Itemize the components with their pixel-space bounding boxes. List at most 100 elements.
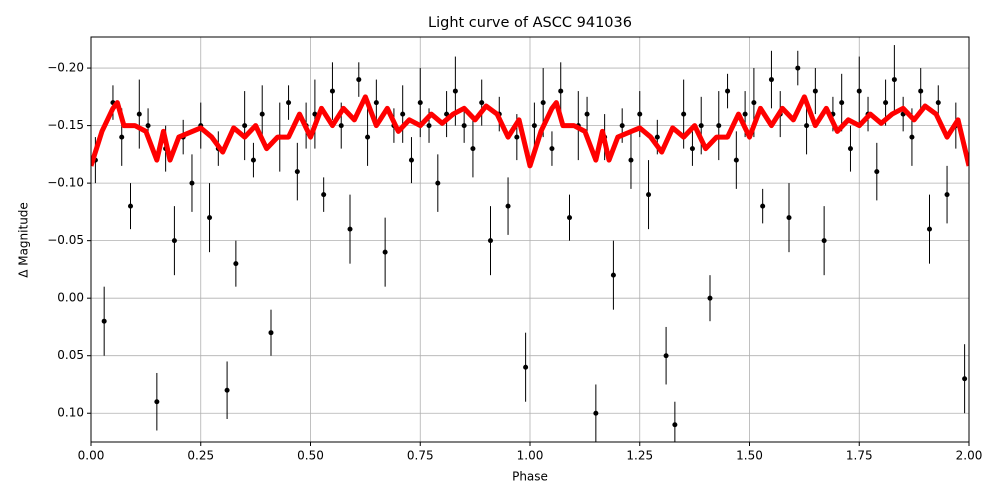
data-point — [681, 111, 687, 117]
data-point — [751, 100, 757, 106]
y-tick-label: −0.15 — [47, 118, 84, 132]
data-point — [768, 77, 774, 83]
x-tick-label: 0.50 — [297, 449, 324, 463]
data-point — [795, 65, 801, 71]
data-point — [689, 146, 695, 152]
fit-line — [91, 94, 969, 169]
data-point — [417, 100, 423, 106]
data-point — [567, 215, 573, 221]
data-point — [698, 123, 704, 129]
data-point — [672, 422, 678, 428]
data-point — [329, 88, 335, 94]
y-tick-label: −0.10 — [47, 176, 84, 190]
y-tick-label: 0.00 — [57, 291, 84, 305]
data-point — [233, 261, 239, 267]
data-point — [382, 249, 388, 255]
data-point — [962, 376, 968, 382]
data-point — [479, 100, 485, 106]
data-point — [487, 238, 493, 244]
data-point — [891, 77, 897, 83]
data-point — [461, 123, 467, 129]
x-axis-label: Phase — [512, 470, 548, 484]
x-tick-label: 1.25 — [626, 449, 653, 463]
data-point — [707, 295, 713, 301]
data-point — [373, 100, 379, 106]
data-point — [856, 88, 862, 94]
data-point — [812, 88, 818, 94]
data-point — [250, 157, 256, 163]
x-tick-label: 0.75 — [407, 449, 434, 463]
data-point — [224, 387, 230, 393]
data-point — [189, 180, 195, 186]
x-tick-label: 1.75 — [846, 449, 873, 463]
x-tick-label: 1.50 — [736, 449, 763, 463]
plot-area — [91, 37, 969, 442]
data-point — [426, 123, 432, 129]
data-point — [268, 330, 274, 336]
data-point — [452, 88, 458, 94]
data-point — [839, 100, 845, 106]
data-point — [531, 123, 537, 129]
data-point — [628, 157, 634, 163]
data-point — [321, 192, 327, 198]
data-point — [365, 134, 371, 140]
data-point — [742, 111, 748, 117]
data-point — [926, 226, 932, 232]
data-point — [242, 123, 248, 129]
data-point — [637, 111, 643, 117]
data-point — [101, 318, 107, 324]
data-point — [654, 134, 660, 140]
data-point — [610, 272, 616, 278]
data-point — [470, 146, 476, 152]
data-point — [935, 100, 941, 106]
y-tick-label: 0.10 — [57, 406, 84, 420]
data-point — [259, 111, 265, 117]
y-tick-label: −0.05 — [47, 233, 84, 247]
data-point — [646, 192, 652, 198]
y-tick-label: −0.20 — [47, 61, 84, 75]
data-point — [716, 123, 722, 129]
x-tick-label: 0.00 — [78, 449, 105, 463]
data-point — [505, 203, 511, 209]
data-point — [558, 88, 564, 94]
data-point — [883, 100, 889, 106]
data-point — [804, 123, 810, 129]
data-point — [540, 100, 546, 106]
x-tick-label: 1.00 — [517, 449, 544, 463]
data-point — [760, 203, 766, 209]
data-point — [171, 238, 177, 244]
x-tick-label: 0.25 — [187, 449, 214, 463]
data-point — [400, 111, 406, 117]
data-point — [338, 123, 344, 129]
data-point — [207, 215, 213, 221]
data-point — [347, 226, 353, 232]
data-point — [584, 111, 590, 117]
data-point — [593, 410, 599, 416]
data-point — [733, 157, 739, 163]
data-point — [619, 123, 625, 129]
y-axis-label: Δ Magnitude — [17, 202, 31, 278]
y-tick-label: 0.05 — [57, 348, 84, 362]
data-point — [514, 134, 520, 140]
data-point — [136, 111, 142, 117]
data-point — [874, 169, 880, 175]
data-point — [847, 146, 853, 152]
data-point — [918, 88, 924, 94]
data-point — [119, 134, 125, 140]
data-point — [786, 215, 792, 221]
data-point — [145, 123, 151, 129]
data-point — [944, 192, 950, 198]
data-point — [909, 134, 915, 140]
data-point — [821, 238, 827, 244]
data-point — [435, 180, 441, 186]
data-point — [286, 100, 292, 106]
data-point — [663, 353, 669, 359]
data-point — [154, 399, 160, 405]
x-tick-label: 2.00 — [956, 449, 983, 463]
data-point — [523, 364, 529, 370]
data-point — [294, 169, 300, 175]
data-point — [549, 146, 555, 152]
chart-title: Light curve of ASCC 941036 — [428, 15, 632, 31]
